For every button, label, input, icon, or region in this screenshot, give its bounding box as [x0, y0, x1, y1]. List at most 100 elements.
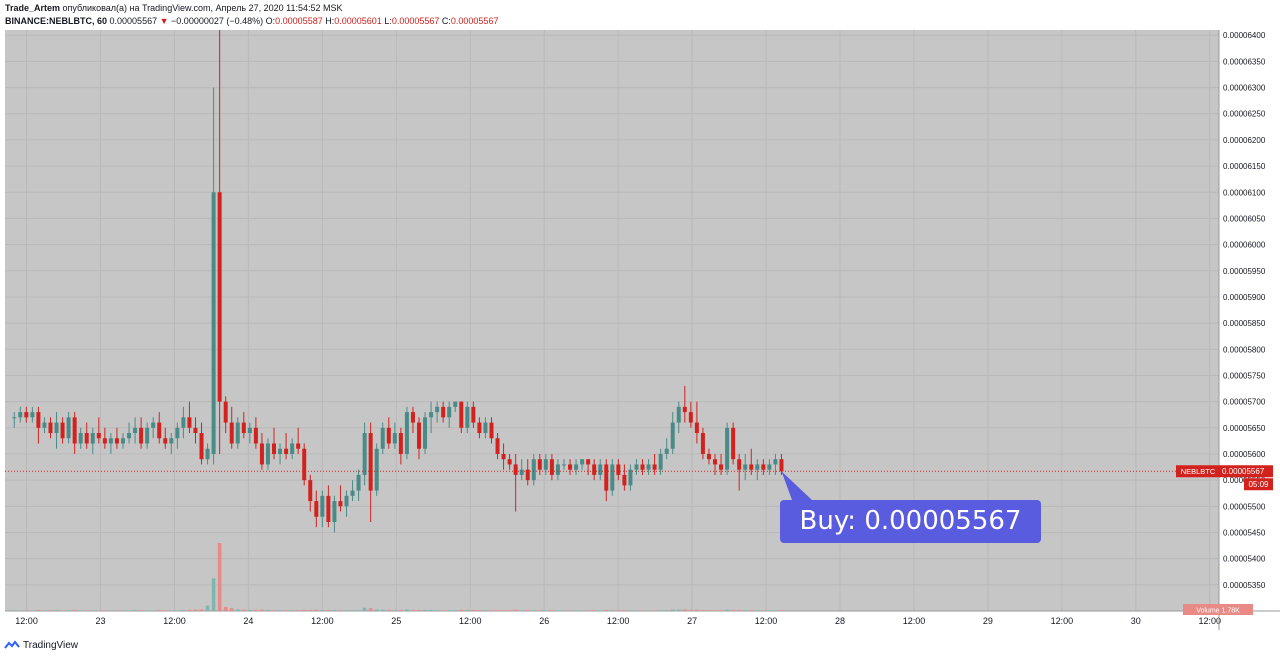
volume-bar: [538, 610, 542, 611]
volume-bar: [163, 610, 168, 611]
publish-line: Trade_Artem опубликовал(а) на TradingVie…: [5, 3, 498, 14]
volume-bar: [368, 608, 373, 611]
volume-bar: [229, 608, 234, 611]
tradingview-logo[interactable]: TradingView: [4, 639, 78, 651]
volume-bar: [453, 610, 458, 611]
candle-body: [543, 459, 548, 470]
close-value: 0.00005567: [450, 16, 499, 26]
volume-bar: [97, 610, 101, 611]
volume-bar: [314, 609, 319, 611]
volume-bar: [48, 610, 53, 611]
volume-bar: [507, 610, 512, 611]
volume-bar: [652, 610, 657, 611]
volume-bar: [477, 610, 482, 611]
countdown-label: 05:09: [1248, 480, 1269, 489]
volume-bar: [139, 610, 143, 611]
volume-bar: [393, 610, 397, 611]
candle-body: [731, 427, 736, 460]
y-tick-label: 0.00005600: [1223, 450, 1266, 459]
candle-body: [429, 412, 434, 418]
volume-bar: [344, 610, 349, 611]
candle-body: [265, 443, 270, 465]
volume-bar: [151, 610, 155, 611]
candle-body: [664, 448, 669, 454]
candle-body: [181, 417, 186, 428]
candle-body: [338, 501, 343, 507]
candle-body: [362, 433, 367, 475]
volume-bar: [211, 578, 216, 611]
volume-bar: [181, 610, 186, 611]
candle-body: [453, 401, 458, 407]
volume-bar: [689, 609, 693, 611]
volume-bar: [556, 610, 560, 611]
volume-bar: [260, 609, 264, 611]
candle-body: [652, 464, 657, 470]
y-tick-label: 0.00005700: [1223, 398, 1266, 407]
candle-body: [688, 412, 693, 423]
volume-bar: [356, 610, 361, 611]
volume-bar: [115, 610, 119, 611]
candle-body: [568, 464, 573, 470]
open-value: 0.00005587: [275, 16, 323, 26]
candle-body: [574, 464, 579, 470]
x-tick-label: 28: [835, 616, 845, 626]
y-tick-label: 0.00005650: [1223, 424, 1266, 433]
volume-bar: [604, 609, 609, 611]
volume-bar: [495, 610, 500, 611]
volume-bar: [386, 609, 391, 611]
author-name[interactable]: Trade_Artem: [5, 3, 61, 13]
volume-bar: [217, 543, 222, 611]
volume-bar: [60, 610, 65, 611]
candle-body: [392, 433, 397, 444]
ohlc-line: BINANCE:NEBLBTC, 60 0.00005567 ▼ −0.0000…: [5, 16, 498, 27]
volume-bar: [199, 609, 204, 611]
candle-body: [205, 448, 210, 460]
candle-body: [284, 448, 289, 454]
close-label: C:: [441, 16, 451, 26]
chart-header: Trade_Artem опубликовал(а) на TradingVie…: [5, 3, 498, 27]
candle-body: [459, 401, 464, 428]
candle-body: [749, 464, 754, 470]
volume-bar: [417, 609, 421, 611]
candle-body: [253, 427, 258, 444]
candle-body: [719, 464, 724, 470]
volume-bar: [731, 609, 735, 611]
y-tick-label: 0.00006200: [1223, 136, 1266, 145]
candle-body: [483, 422, 488, 434]
volume-bar: [592, 610, 596, 611]
volume-bar: [145, 610, 149, 611]
candle-body: [773, 459, 778, 465]
volume-bar: [326, 609, 331, 611]
published-text: опубликовал(а) на TradingView.com, Апрел…: [62, 3, 343, 13]
candle-body: [507, 459, 512, 465]
candle-body: [66, 417, 71, 439]
candle-body: [441, 406, 446, 418]
volume-bar: [205, 605, 210, 611]
volume-bar: [676, 609, 681, 611]
candle-body: [779, 459, 784, 472]
volume-bar: [278, 610, 282, 611]
candle-body: [694, 422, 699, 434]
candle-body: [175, 427, 180, 439]
volume-tag-bg: [1183, 604, 1253, 615]
x-tick-label: 23: [96, 616, 106, 626]
candle-body: [737, 459, 742, 470]
volume-bar: [362, 607, 367, 611]
volume-bar: [18, 610, 23, 611]
y-tick-label: 0.00005400: [1223, 555, 1266, 564]
candle-body: [447, 406, 452, 418]
volume-bar: [761, 610, 766, 611]
volume-bar: [411, 609, 415, 611]
volume-bar: [266, 609, 270, 611]
candle-body: [410, 412, 415, 423]
volume-bar: [483, 610, 488, 611]
volume-bar: [489, 610, 494, 611]
volume-bar: [290, 610, 294, 611]
candle-body: [241, 422, 246, 434]
candle-body: [272, 443, 277, 454]
candle-body: [658, 453, 663, 470]
high-value: 0.00005601: [334, 16, 382, 26]
volume-bar: [193, 609, 198, 611]
candle-body: [151, 422, 156, 428]
